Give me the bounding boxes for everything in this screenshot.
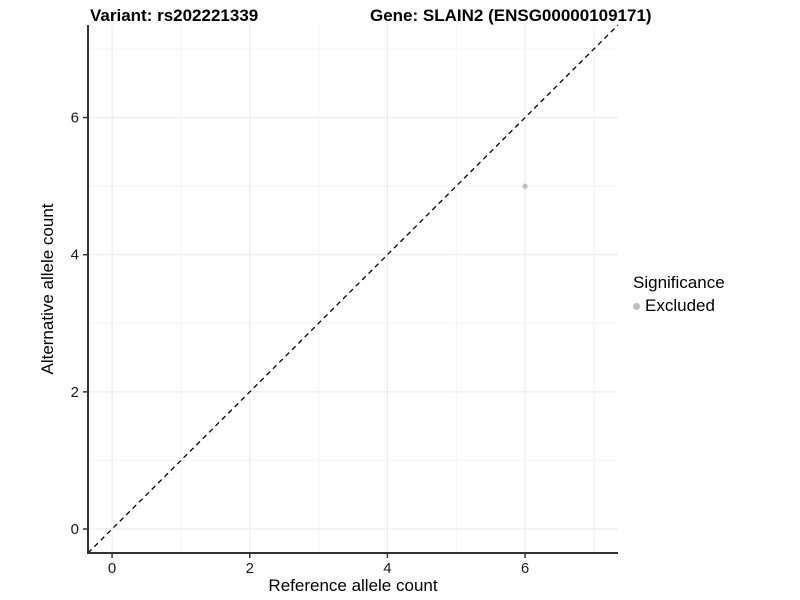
- legend-point-icon: [633, 302, 640, 310]
- x-axis-label: Reference allele count: [268, 576, 438, 595]
- y-axis-label: Alternative allele count: [38, 203, 57, 375]
- gene-title: Gene: SLAIN2 (ENSG00000109171): [370, 6, 652, 25]
- x-tick-label: 0: [108, 560, 116, 577]
- legend-item-label: Excluded: [645, 296, 715, 315]
- x-tick-label: 6: [521, 560, 529, 577]
- identity-line: [87, 24, 619, 554]
- y-tick-label: 0: [71, 521, 79, 538]
- legend: Significance Excluded: [633, 273, 725, 316]
- x-tick-label: 4: [383, 560, 391, 577]
- legend-item: Excluded: [633, 296, 725, 316]
- variant-title: Variant: rs202221339: [90, 6, 259, 25]
- y-tick-label: 4: [71, 247, 79, 264]
- x-tick-label: 2: [246, 560, 254, 577]
- y-tick-label: 2: [71, 384, 79, 401]
- legend-title: Significance: [633, 273, 725, 292]
- y-tick-label: 6: [71, 110, 79, 127]
- data-point: [522, 183, 528, 189]
